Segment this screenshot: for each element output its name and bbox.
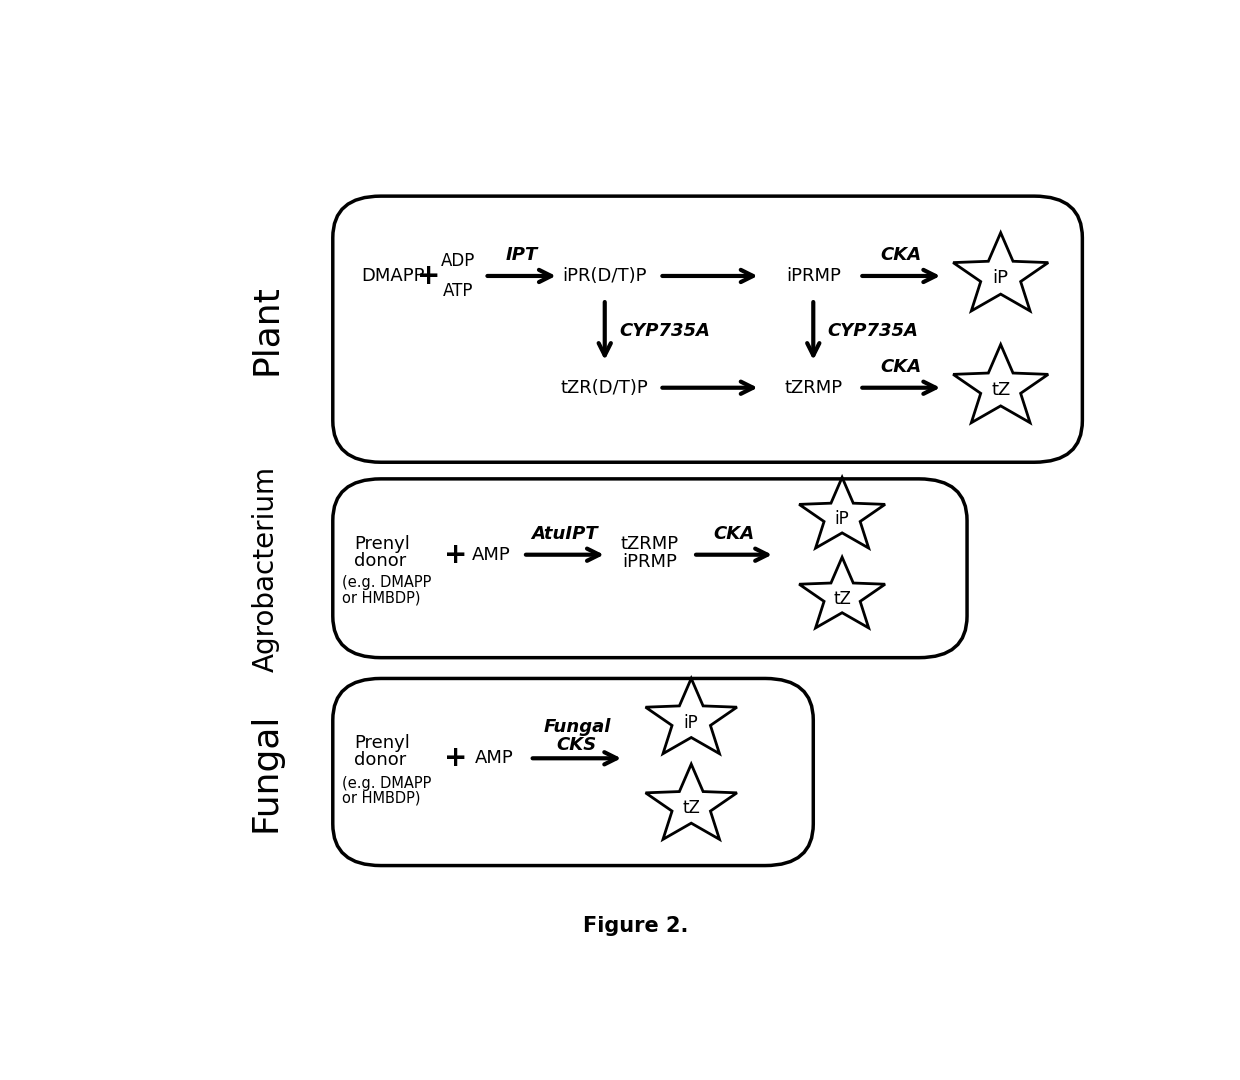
Text: iPRMP: iPRMP	[786, 267, 841, 285]
Text: tZRMP: tZRMP	[621, 535, 680, 553]
Text: tZR(D/T)P: tZR(D/T)P	[560, 379, 649, 396]
Polygon shape	[646, 678, 737, 754]
Text: AtuIPT: AtuIPT	[532, 525, 598, 543]
Text: IPT: IPT	[506, 246, 538, 265]
Text: +: +	[444, 744, 467, 772]
Text: iPRMP: iPRMP	[622, 553, 677, 571]
Text: iP: iP	[993, 269, 1008, 287]
Text: ADP: ADP	[440, 252, 475, 270]
Text: tZ: tZ	[682, 799, 701, 818]
Text: +: +	[417, 262, 440, 289]
FancyBboxPatch shape	[332, 678, 813, 865]
Text: CKA: CKA	[880, 357, 921, 376]
Text: tZ: tZ	[833, 590, 851, 608]
Text: tZRMP: tZRMP	[784, 379, 842, 396]
Text: iPR(D/T)P: iPR(D/T)P	[563, 267, 647, 285]
Text: Figure 2.: Figure 2.	[583, 916, 688, 936]
FancyBboxPatch shape	[332, 478, 967, 658]
Polygon shape	[799, 557, 885, 627]
Text: ATP: ATP	[443, 282, 472, 300]
Text: +: +	[444, 541, 467, 569]
Text: AMP: AMP	[475, 750, 513, 767]
Text: donor: donor	[353, 552, 407, 569]
Text: CYP735A: CYP735A	[619, 322, 711, 340]
Polygon shape	[799, 477, 885, 548]
Text: Fungal: Fungal	[543, 718, 610, 735]
Text: Prenyl: Prenyl	[353, 734, 409, 753]
Text: Fungal: Fungal	[248, 713, 283, 832]
Text: Plant: Plant	[248, 284, 283, 375]
FancyBboxPatch shape	[332, 197, 1083, 462]
Text: iP: iP	[835, 510, 849, 528]
Text: CKA: CKA	[713, 525, 755, 543]
Text: tZ: tZ	[991, 381, 1011, 400]
Text: iP: iP	[684, 714, 698, 731]
Text: Prenyl: Prenyl	[353, 535, 409, 553]
Text: Agrobacterium: Agrobacterium	[252, 465, 279, 672]
Text: donor: donor	[353, 751, 407, 769]
Text: or HMBDP): or HMBDP)	[342, 791, 420, 806]
Polygon shape	[954, 345, 1048, 422]
Text: DMAPP: DMAPP	[362, 267, 425, 285]
Polygon shape	[646, 765, 737, 839]
Text: (e.g. DMAPP: (e.g. DMAPP	[342, 775, 432, 791]
Polygon shape	[954, 232, 1048, 311]
Text: AMP: AMP	[472, 545, 511, 564]
Text: (e.g. DMAPP: (e.g. DMAPP	[342, 576, 432, 591]
Text: CKS: CKS	[557, 735, 596, 754]
Text: CYP735A: CYP735A	[828, 322, 919, 340]
Text: CKA: CKA	[880, 246, 921, 265]
Text: or HMBDP): or HMBDP)	[342, 591, 420, 606]
